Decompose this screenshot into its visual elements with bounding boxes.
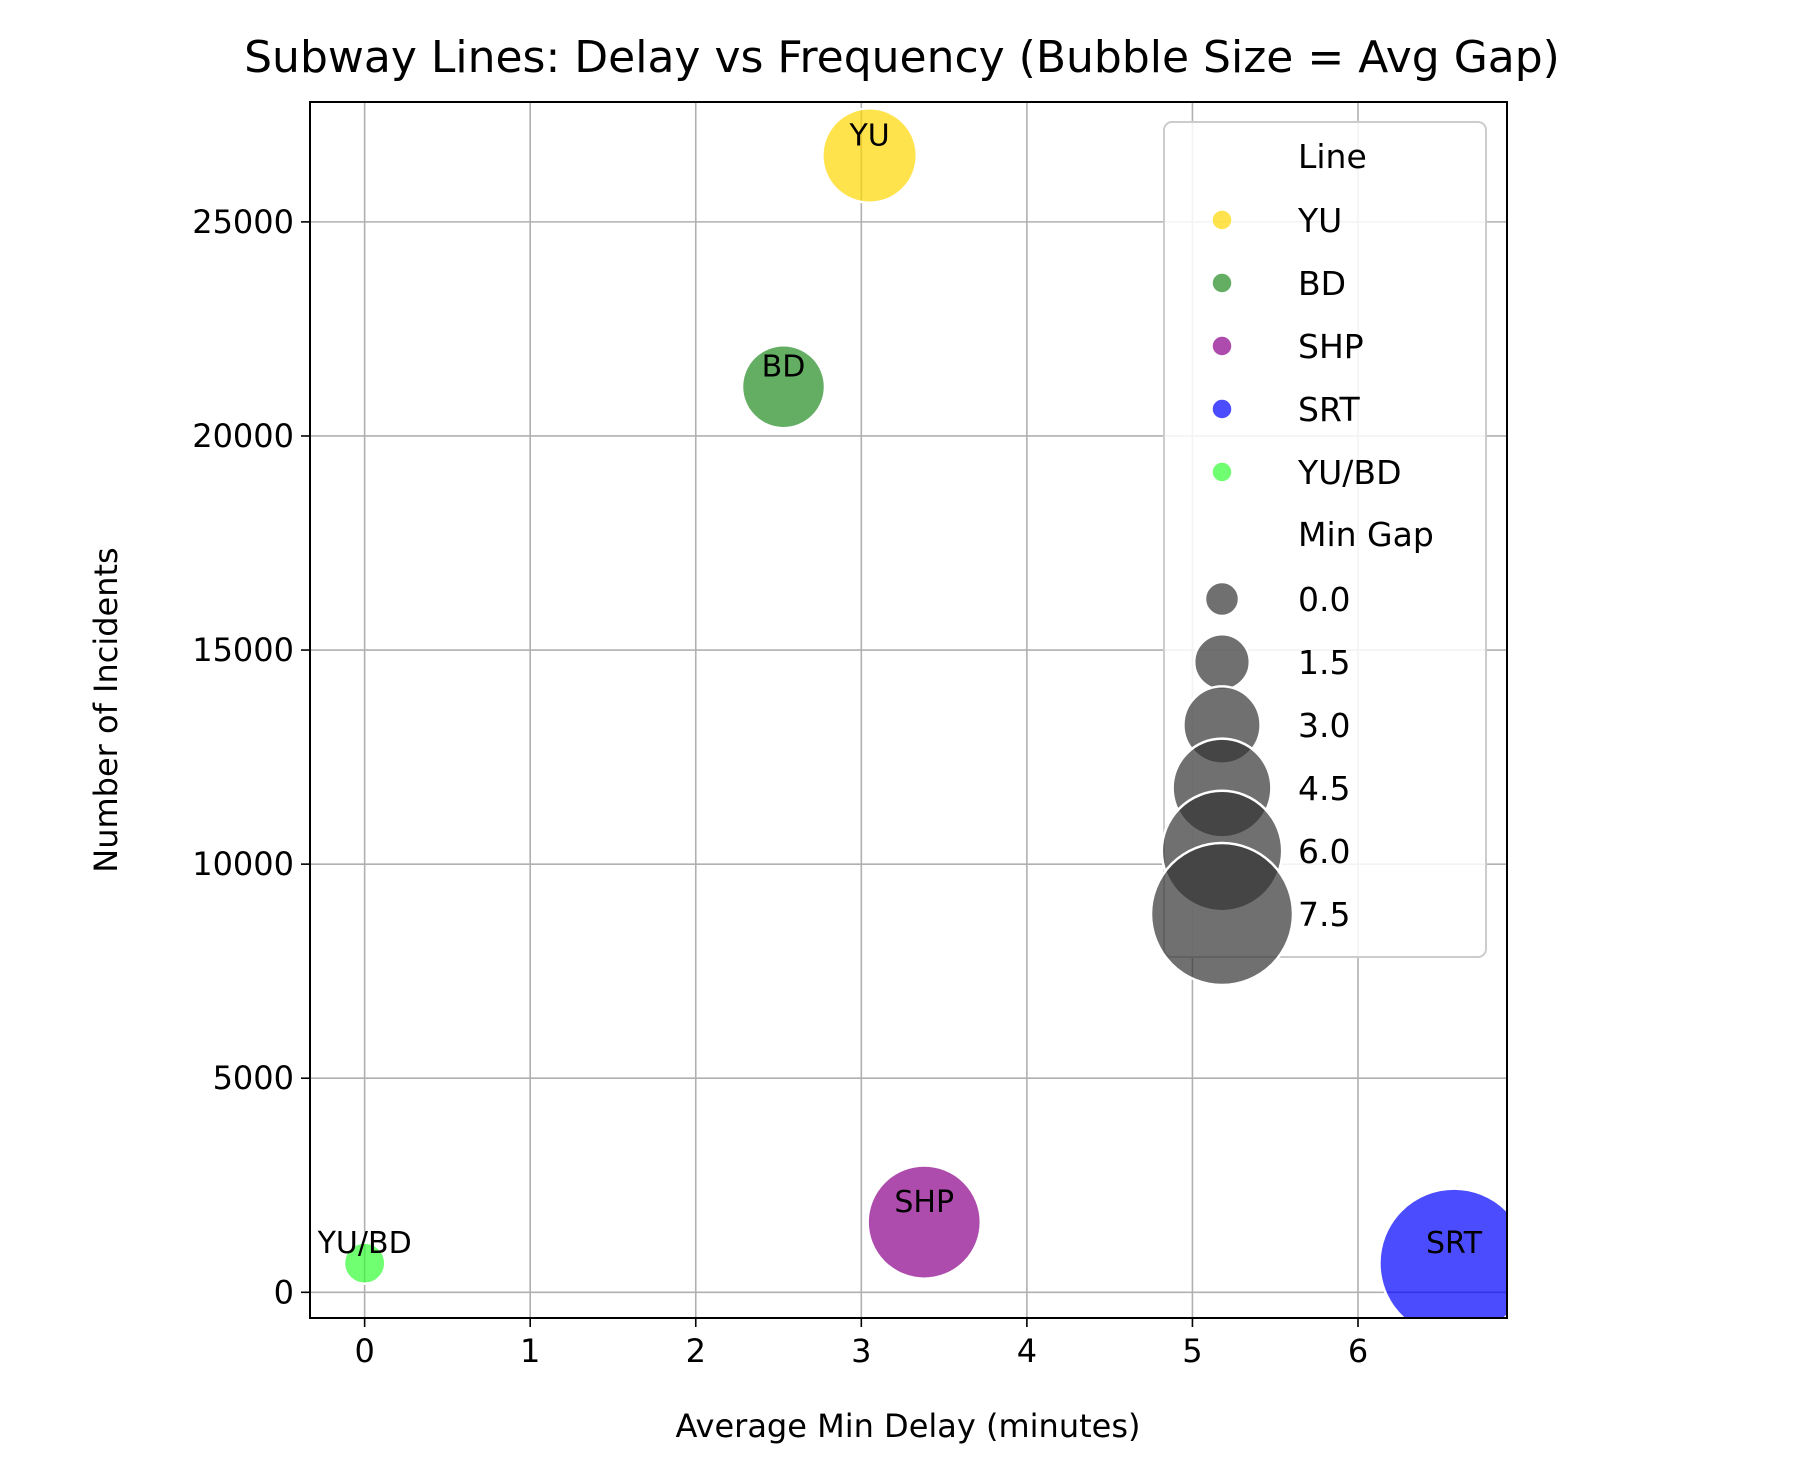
legend-size-title: Min Gap [1298,515,1434,554]
y-tick-label: 0 [274,1273,294,1311]
y-tick-label: 5000 [213,1059,294,1097]
bubble-label: YU [848,119,889,154]
legend-size-marker [1203,580,1241,618]
bubble-label: YU/BD [317,1226,412,1261]
y-tick-label: 10000 [192,845,294,883]
x-axis: 0 1 2 3 4 5 6 [354,1318,1368,1370]
y-axis: 0 5000 10000 15000 20000 25000 [192,203,310,1311]
legend-size-label: 6.0 [1298,832,1350,871]
legend-line-title: Line [1298,137,1367,176]
legend-item-label: YU [1297,201,1342,240]
y-axis-label: Number of Incidents [87,547,125,872]
x-tick-label: 3 [851,1332,871,1370]
chart-title: Subway Lines: Delay vs Frequency (Bubble… [244,32,1560,83]
x-axis-label: Average Min Delay (minutes) [676,1407,1141,1445]
bubble-label: SHP [894,1185,954,1220]
legend-size-label: 0.0 [1298,580,1350,619]
legend-size-label: 3.0 [1298,706,1350,745]
plot-frame [309,101,1508,1319]
legend-item-label: SRT [1298,390,1360,429]
x-tick-label: 4 [1017,1332,1037,1370]
legend-size-label: 7.5 [1298,895,1350,934]
bubble-shp [866,1164,983,1280]
bubble-srt [1378,1187,1507,1318]
bubble-bd [740,344,827,430]
x-tick-label: 2 [686,1332,706,1370]
legend-size-label: 4.5 [1298,769,1350,808]
bubble-label: SRT [1426,1226,1483,1261]
bubble-yu-bd [342,1241,387,1286]
bubbles [342,107,1507,1318]
legend-size-marker [1192,632,1252,692]
x-tick-label: 1 [520,1332,540,1370]
legend: Line YU BD SHP SRT YU/BD Min Gap 0.0 1.5 3.0 4.5 6.… [1149,121,1487,987]
x-tick-label: 6 [1348,1332,1368,1370]
x-tick-label: 5 [1182,1332,1202,1370]
legend-item-label: SHP [1298,327,1364,366]
legend-item-label: YU/BD [1297,453,1401,492]
x-tick-label: 0 [354,1332,374,1370]
legend-marker [1211,272,1233,294]
legend-size-label: 1.5 [1298,643,1350,682]
y-tick-label: 25000 [192,203,294,241]
legend-marker [1211,461,1233,483]
y-tick-label: 20000 [192,417,294,455]
legend-item-label: BD [1298,264,1346,303]
legend-marker [1211,398,1233,420]
bubble-yu [821,107,919,205]
bubble-labels: YU/BD BD YU SHP SRT [317,119,1483,1262]
y-tick-label: 15000 [192,631,294,669]
legend-size-marker [1149,841,1295,987]
legend-marker [1211,209,1233,231]
bubble-label: BD [762,350,806,385]
legend-marker [1211,335,1233,357]
